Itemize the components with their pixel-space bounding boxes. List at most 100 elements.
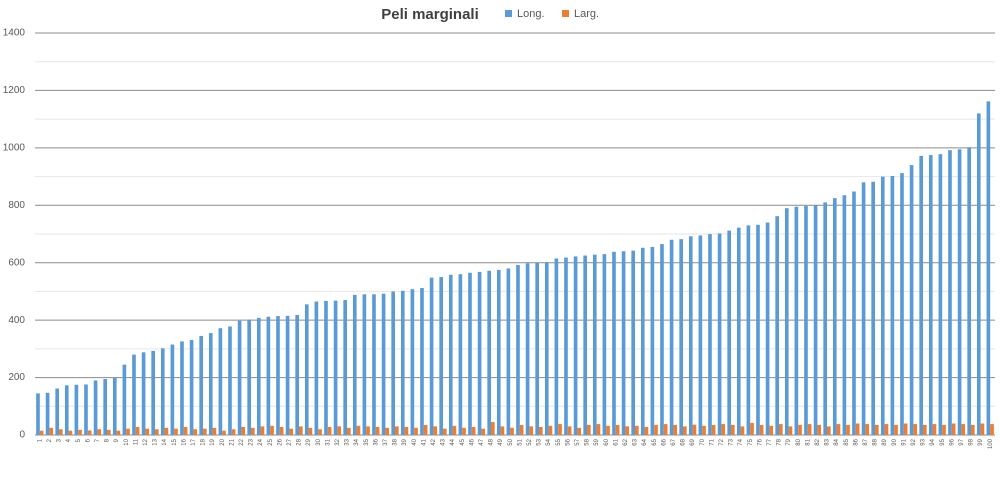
bar	[366, 426, 370, 435]
bar	[861, 182, 866, 435]
bar	[496, 269, 501, 435]
bar	[381, 293, 386, 435]
bar	[612, 251, 616, 435]
y-tick-label: 1200	[3, 85, 26, 96]
x-tick-label: 34	[354, 438, 360, 445]
bar	[756, 224, 760, 435]
bar	[759, 424, 764, 435]
x-tick-label: 26	[277, 438, 283, 445]
bar	[573, 256, 578, 435]
bar	[606, 425, 610, 435]
bar	[736, 227, 741, 435]
bar	[615, 424, 620, 435]
bar	[827, 426, 831, 435]
x-tick-label: 36	[373, 438, 379, 445]
bar	[506, 268, 511, 435]
bar	[640, 247, 645, 435]
bar	[990, 424, 994, 435]
bar	[698, 235, 703, 435]
bar	[807, 424, 812, 435]
bar	[654, 424, 658, 435]
bar	[132, 354, 136, 435]
x-tick-label: 68	[681, 438, 687, 445]
bar	[717, 233, 722, 435]
bar	[289, 428, 294, 435]
bar	[711, 424, 716, 435]
x-tick-label: 5	[76, 438, 82, 442]
x-tick-label: 79	[786, 438, 792, 445]
x-tick-label: 21	[229, 438, 235, 445]
bar	[414, 427, 418, 435]
bar	[779, 424, 783, 435]
bar	[548, 425, 553, 435]
bar	[650, 246, 655, 435]
x-tick-label: 70	[700, 438, 706, 445]
bar	[558, 424, 562, 435]
bar	[539, 426, 543, 435]
bar	[452, 425, 457, 435]
bar	[279, 426, 284, 435]
bar	[564, 257, 568, 435]
x-tick-label: 76	[757, 438, 763, 445]
x-tick-label: 86	[853, 438, 859, 445]
x-tick-label: 71	[709, 438, 715, 445]
bar	[592, 254, 597, 435]
bar	[500, 426, 505, 435]
bar	[596, 424, 601, 435]
bar	[765, 222, 770, 435]
bar	[84, 384, 88, 435]
bar	[352, 294, 357, 435]
bar	[391, 291, 395, 435]
bar	[884, 424, 889, 435]
bar	[87, 430, 92, 435]
bar	[203, 428, 207, 435]
bar	[160, 348, 165, 435]
bar	[832, 198, 837, 435]
x-tick-label: 35	[364, 438, 370, 445]
bar	[372, 294, 376, 435]
x-tick-label: 40	[412, 438, 418, 445]
bar	[740, 426, 745, 435]
x-tick-label: 52	[527, 438, 533, 445]
bar	[855, 423, 860, 435]
x-tick-label: 13	[153, 438, 159, 445]
bar	[967, 147, 971, 436]
x-tick-label: 12	[143, 438, 149, 445]
x-tick-label: 8	[105, 438, 111, 442]
x-tick-label: 90	[892, 438, 898, 445]
x-tick-label: 2	[47, 438, 53, 442]
bar	[554, 258, 559, 435]
bar	[59, 429, 63, 435]
bar	[942, 424, 946, 435]
x-tick-label: 28	[297, 438, 303, 445]
bar	[948, 150, 952, 435]
bar	[669, 239, 674, 435]
bar	[784, 208, 789, 435]
x-tick-label: 88	[873, 438, 879, 445]
bar	[356, 425, 361, 435]
x-tick-label: 4	[66, 438, 72, 442]
x-tick-label: 95	[940, 438, 946, 445]
bar	[683, 426, 687, 435]
bar	[516, 265, 520, 435]
bar	[199, 335, 203, 435]
x-tick-label: 51	[517, 438, 523, 445]
bar	[126, 428, 130, 435]
bar	[68, 430, 73, 435]
x-tick-label: 58	[585, 438, 591, 445]
x-tick-label: 94	[930, 438, 936, 445]
x-tick-label: 20	[220, 438, 226, 445]
bar	[78, 429, 82, 435]
bar	[433, 426, 438, 435]
bar	[36, 393, 40, 435]
bar	[49, 427, 54, 435]
y-tick-label: 400	[8, 315, 25, 326]
bar	[189, 339, 194, 435]
bar	[823, 202, 827, 435]
legend-swatch	[505, 10, 512, 17]
bar	[218, 328, 223, 435]
bar	[270, 425, 274, 435]
bar	[308, 427, 313, 435]
bar	[769, 425, 774, 435]
